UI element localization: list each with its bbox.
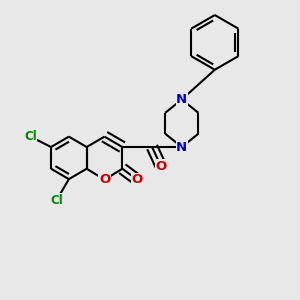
Text: N: N (176, 93, 188, 106)
Text: Cl: Cl (24, 130, 37, 143)
Text: N: N (176, 140, 188, 154)
Text: O: O (99, 173, 110, 186)
Text: Cl: Cl (50, 194, 63, 207)
Text: O: O (155, 160, 167, 173)
Text: O: O (132, 173, 143, 186)
